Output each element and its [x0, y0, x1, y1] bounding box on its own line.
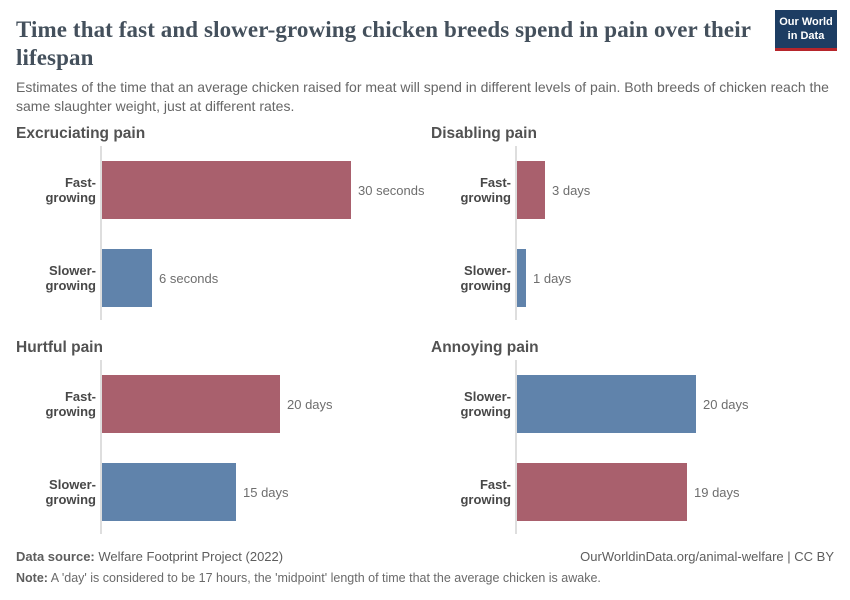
category-label: Fast-growing	[460, 477, 511, 508]
value-label: 15 days	[243, 484, 289, 500]
owid-logo[interactable]: Our World in Data	[775, 10, 837, 51]
bar-fast-growing[interactable]	[517, 463, 687, 522]
owid-logo-line1: Our World	[779, 16, 833, 28]
bar-slower-growing[interactable]	[517, 249, 526, 308]
value-label: 1 days	[533, 270, 572, 286]
page-subtitle: Estimates of the time that an average ch…	[16, 79, 829, 114]
category-label: Slower-growing	[45, 263, 96, 294]
small-multiples-grid: Excruciating pain Fast-growing Slower-gr…	[16, 124, 834, 535]
value-label: 19 days	[694, 484, 740, 500]
owid-logo-line2: in Data	[787, 30, 825, 43]
plot-area: 3 days 1 days	[515, 146, 834, 321]
owid-url-license[interactable]: OurWorldinData.org/animal-welfare | CC B…	[580, 549, 834, 565]
plot-area: 20 days 19 days	[515, 360, 834, 535]
category-label: Fast-growing	[45, 175, 96, 206]
chart-footer: Data source: Welfare Footprint Project (…	[16, 549, 834, 585]
data-source: Data source: Welfare Footprint Project (…	[16, 549, 283, 564]
panel-title: Annoying pain	[431, 339, 539, 357]
bar-fast-growing[interactable]	[102, 161, 351, 220]
bar-slower-growing[interactable]	[517, 375, 696, 434]
panel-title: Disabling pain	[431, 125, 537, 143]
bar-fast-growing[interactable]	[102, 375, 280, 434]
category-label: Slower-growing	[45, 477, 96, 508]
plot-area: 20 days 15 days	[100, 360, 425, 535]
bar-fast-growing[interactable]	[517, 161, 545, 220]
plot-area: 30 seconds 6 seconds	[100, 146, 425, 321]
footnote-text: A 'day' is considered to be 17 hours, th…	[47, 571, 601, 586]
data-source-value: Welfare Footprint Project (2022)	[94, 549, 284, 565]
category-label: Fast-growing	[45, 389, 96, 420]
panel-annoying-pain: Annoying pain Slower-growing Fast-growin…	[425, 338, 834, 535]
value-label: 6 seconds	[159, 270, 219, 286]
category-label: Slower-growing	[460, 389, 511, 420]
footnote-label: Note:	[16, 571, 48, 586]
bar-slower-growing[interactable]	[102, 249, 152, 308]
page-title: Time that fast and slower-growing chicke…	[16, 17, 751, 71]
footnote: Note: A 'day' is considered to be 17 hou…	[16, 571, 834, 585]
value-label: 20 days	[287, 396, 333, 412]
value-label: 3 days	[552, 182, 591, 198]
bar-slower-growing[interactable]	[102, 463, 236, 522]
panel-hurtful-pain: Hurtful pain Fast-growing Slower-growing…	[16, 338, 425, 535]
panel-title: Excruciating pain	[16, 125, 146, 143]
value-label: 30 seconds	[358, 182, 425, 198]
category-label: Slower-growing	[460, 263, 511, 294]
panel-title: Hurtful pain	[16, 339, 103, 357]
data-source-label: Data source:	[16, 549, 95, 565]
panel-disabling-pain: Disabling pain Fast-growing Slower-growi…	[425, 124, 834, 321]
panel-excruciating-pain: Excruciating pain Fast-growing Slower-gr…	[16, 124, 425, 321]
category-label: Fast-growing	[460, 175, 511, 206]
value-label: 20 days	[703, 396, 749, 412]
